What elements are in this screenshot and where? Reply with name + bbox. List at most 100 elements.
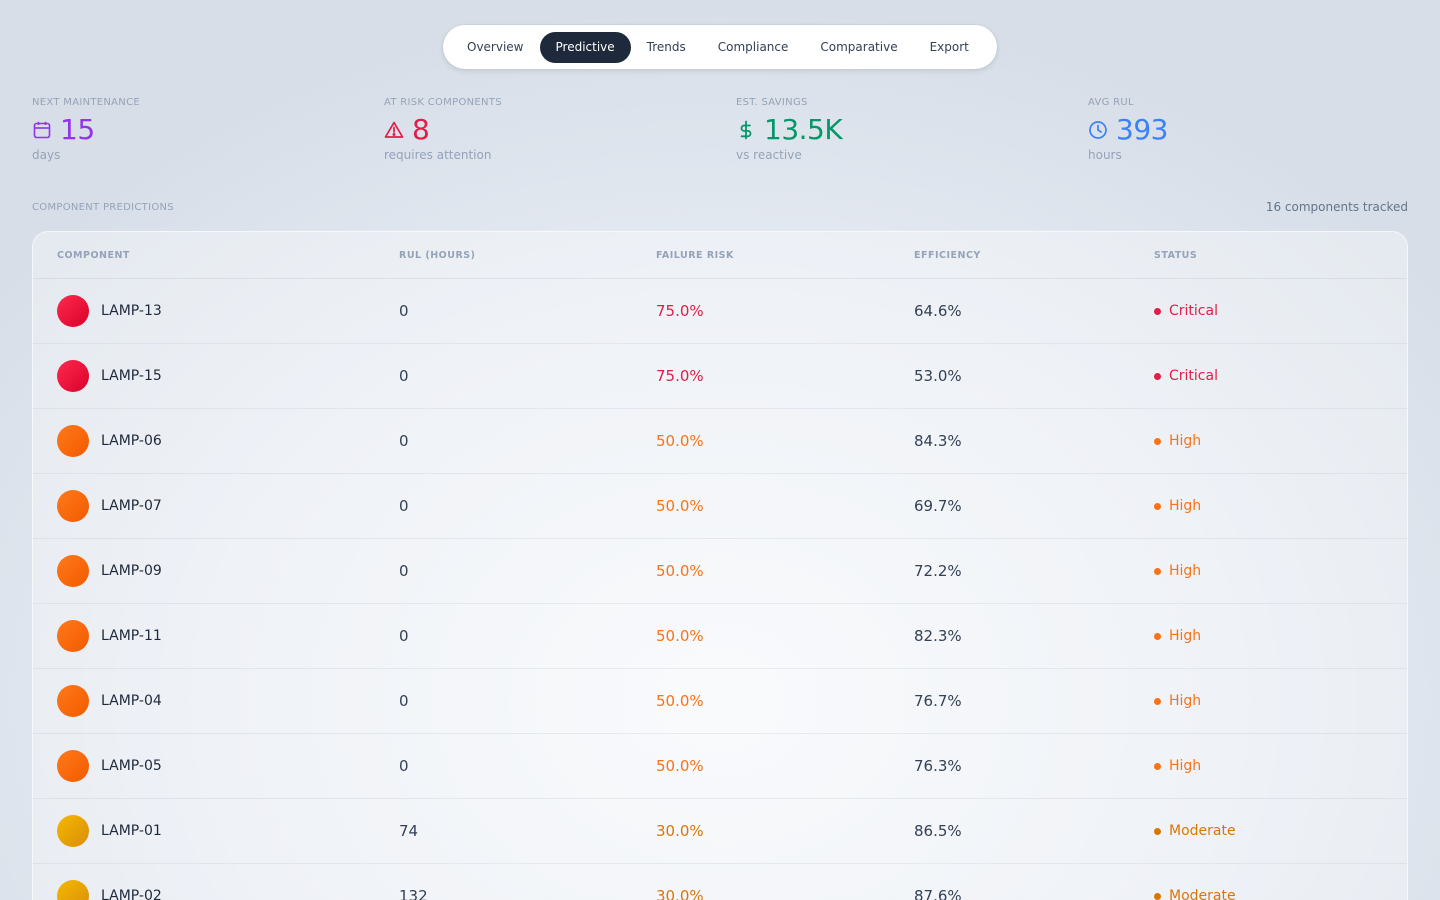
status-dot-icon (1154, 502, 1161, 510)
status-label: Moderate (1169, 823, 1236, 839)
efficiency-value: 64.6% (914, 302, 962, 320)
header-status[interactable]: STATUS (1154, 249, 1198, 261)
component-name: LAMP-13 (101, 303, 162, 319)
predictions-table: COMPONENT RUL (HOURS) FAILURE RISK EFFIC… (32, 231, 1408, 900)
table-row[interactable]: LAMP-15 0 75.0% 53.0% Critical (33, 344, 1407, 409)
stat-label: NEXT MAINTENANCE (32, 97, 140, 108)
status-label: High (1169, 433, 1202, 449)
efficiency-value: 82.3% (914, 627, 962, 645)
status-indicator-icon (57, 425, 89, 457)
clock-icon (1088, 120, 1108, 140)
component-cell: LAMP-09 (57, 555, 162, 587)
component-cell: LAMP-06 (57, 425, 162, 457)
tab-predictive[interactable]: Predictive (539, 31, 631, 63)
header-rul[interactable]: RUL (HOURS) (399, 249, 476, 261)
status-dot-icon (1154, 437, 1161, 445)
component-name: LAMP-02 (101, 888, 162, 900)
components-count: 16 components tracked (1265, 200, 1408, 214)
status-indicator-icon (57, 295, 89, 327)
efficiency-value: 84.3% (914, 432, 962, 450)
rul-value: 0 (399, 302, 409, 320)
status-label: Moderate (1169, 888, 1236, 900)
calendar-icon (32, 120, 52, 140)
table-row[interactable]: LAMP-13 0 75.0% 64.6% Critical (33, 279, 1407, 344)
status-indicator-icon (57, 555, 89, 587)
header-efficiency[interactable]: EFFICIENCY (914, 249, 981, 261)
stat-value: 8 (412, 113, 430, 146)
status-indicator-icon (57, 490, 89, 522)
header-failure-risk[interactable]: FAILURE RISK (656, 249, 734, 261)
component-cell: LAMP-11 (57, 620, 162, 652)
status-label: Critical (1169, 368, 1218, 384)
table-row[interactable]: LAMP-01 74 30.0% 86.5% Moderate (33, 799, 1407, 864)
table-row[interactable]: LAMP-02 132 30.0% 87.6% Moderate (33, 864, 1407, 900)
efficiency-value: 76.3% (914, 757, 962, 775)
header-component[interactable]: COMPONENT (57, 249, 130, 261)
status-label: High (1169, 693, 1202, 709)
table-row[interactable]: LAMP-04 0 50.0% 76.7% High (33, 669, 1407, 734)
table-row[interactable]: LAMP-11 0 50.0% 82.3% High (33, 604, 1407, 669)
tab-overview[interactable]: Overview (467, 40, 524, 54)
failure-risk-value: 50.0% (656, 497, 704, 515)
stat-card-next-maintenance: NEXT MAINTENANCE 15 days (32, 97, 372, 162)
status-indicator-icon (57, 750, 89, 782)
table-row[interactable]: LAMP-05 0 50.0% 76.3% High (33, 734, 1407, 799)
stat-value: 15 (60, 113, 95, 146)
status-badge: Critical (1154, 303, 1218, 319)
efficiency-value: 76.7% (914, 692, 962, 710)
section-title: COMPONENT PREDICTIONS (32, 202, 174, 213)
status-dot-icon (1154, 372, 1161, 380)
tab-export[interactable]: Export (929, 40, 969, 54)
status-badge: High (1154, 498, 1201, 514)
status-indicator-icon (57, 620, 89, 652)
rul-value: 0 (399, 757, 409, 775)
component-cell: LAMP-04 (57, 685, 162, 717)
component-name: LAMP-07 (101, 498, 162, 514)
rul-value: 74 (399, 822, 419, 840)
efficiency-value: 87.6% (914, 887, 962, 900)
failure-risk-value: 75.0% (656, 302, 704, 320)
status-dot-icon (1154, 567, 1161, 575)
stat-subtitle: vs reactive (736, 148, 802, 162)
status-dot-icon (1154, 632, 1161, 640)
tab-comparative[interactable]: Comparative (820, 40, 898, 54)
stat-label: AT RISK COMPONENTS (384, 97, 502, 108)
component-cell: LAMP-01 (57, 815, 162, 847)
failure-risk-value: 30.0% (656, 887, 704, 900)
component-name: LAMP-09 (101, 563, 162, 579)
failure-risk-value: 50.0% (656, 432, 704, 450)
status-label: Critical (1169, 303, 1218, 319)
stat-value: 393 (1116, 113, 1168, 146)
rul-value: 132 (399, 887, 428, 900)
rul-value: 0 (399, 497, 409, 515)
status-badge: High (1154, 433, 1201, 449)
failure-risk-value: 30.0% (656, 822, 704, 840)
efficiency-value: 69.7% (914, 497, 962, 515)
status-dot-icon (1154, 892, 1161, 900)
component-cell: LAMP-13 (57, 295, 162, 327)
stat-card-est-savings: EST. SAVINGS 13.5K vs reactive (736, 97, 1076, 162)
table-row[interactable]: LAMP-09 0 50.0% 72.2% High (33, 539, 1407, 604)
efficiency-value: 72.2% (914, 562, 962, 580)
status-label: High (1169, 628, 1202, 644)
component-name: LAMP-11 (101, 628, 162, 644)
stat-label: EST. SAVINGS (736, 97, 808, 108)
tab-trends[interactable]: Trends (646, 40, 686, 54)
status-dot-icon (1154, 697, 1161, 705)
tab-compliance[interactable]: Compliance (717, 40, 789, 54)
component-cell: LAMP-07 (57, 490, 162, 522)
status-badge: Moderate (1154, 823, 1236, 839)
table-row[interactable]: LAMP-06 0 50.0% 84.3% High (33, 409, 1407, 474)
failure-risk-value: 50.0% (656, 692, 704, 710)
component-name: LAMP-05 (101, 758, 162, 774)
status-dot-icon (1154, 762, 1161, 770)
dollar-icon (736, 120, 756, 140)
status-indicator-icon (57, 685, 89, 717)
status-badge: High (1154, 758, 1201, 774)
rul-value: 0 (399, 692, 409, 710)
failure-risk-value: 75.0% (656, 367, 704, 385)
failure-risk-value: 50.0% (656, 627, 704, 645)
rul-value: 0 (399, 627, 409, 645)
status-indicator-icon (57, 360, 89, 392)
table-row[interactable]: LAMP-07 0 50.0% 69.7% High (33, 474, 1407, 539)
